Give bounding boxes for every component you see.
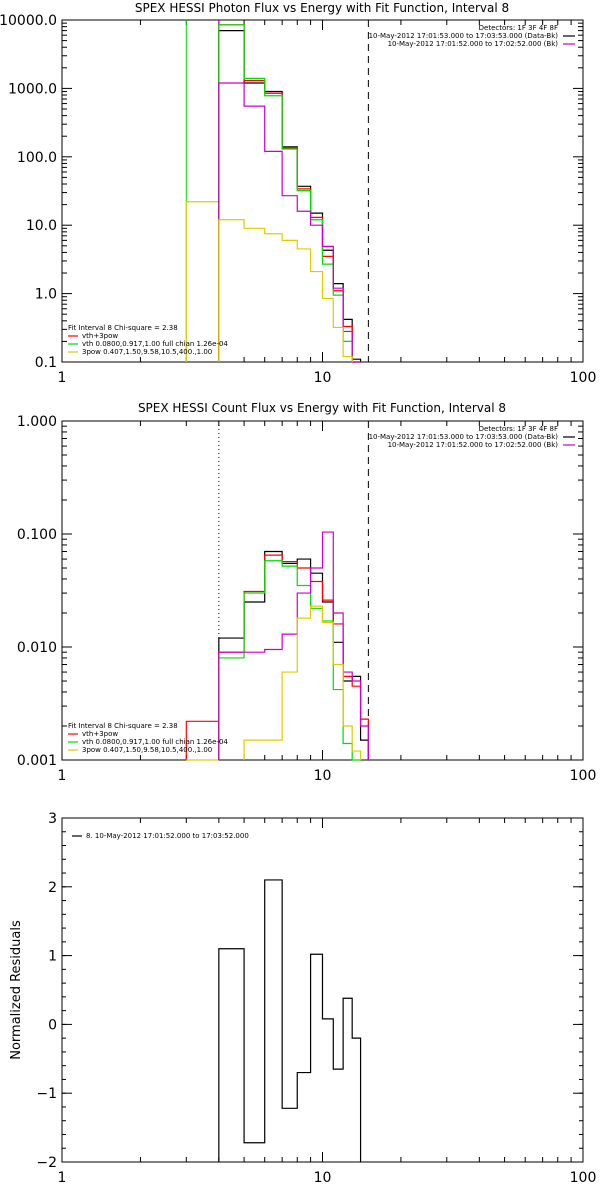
residuals-ylabel: Normalized Residuals [9,920,24,1060]
residuals-panel: Normalized Residuals 1 10 100 −2 −1 0 1 2 3 8. 10… [9,811,596,1186]
series-step-line [218,29,362,362]
x-tick-label: 1 [58,768,67,784]
y-tick-label: 1.0 [35,287,57,303]
x-tick-label: 100 [570,370,597,386]
legend-text: vth 0.0800,0.917,1.00 full chian 1.26e-0… [82,738,228,746]
legend-text: 3pow 0.407,1.50,9.58,10.5,400.,1.00 [82,746,212,754]
legend-text: vth+3pow [82,332,118,340]
series-step-line [218,554,369,760]
legend-text: 10-May-2012 17:01:52.000 to 17:02:52.000… [388,40,559,48]
y-tick-label: 1 [48,949,57,965]
legend-text: vth+3pow [82,730,118,738]
y-tick-label: 0.1 [35,355,57,371]
series-step-line [218,24,361,363]
series-step-segment [185,201,220,362]
x-tick-label: 1 [58,1170,67,1186]
y-tick-label: 0 [48,1017,57,1033]
legend-text: 3pow 0.407,1.50,9.58,10.5,400.,1.00 [82,348,212,356]
y-tick-label: 2 [48,880,57,896]
x-tick-label: 10 [314,768,332,784]
legend-text: Fit Interval 8 Chi-square = 2.38 [68,722,178,730]
photon-flux-panel: SPEX HESSI Photon Flux vs Energy with Fi… [0,1,596,386]
y-tick-label: 1000.0 [8,81,57,97]
legend-text: Fit Interval 8 Chi-square = 2.38 [68,324,178,332]
legend-text: 8. 10-May-2012 17:01:52.000 to 17:03:52.… [86,832,249,840]
series-step-line [218,24,361,363]
x-tick-label: 100 [570,1170,597,1186]
y-tick-label: 0.010 [17,640,57,656]
y-tick-label: 10.0 [26,218,57,234]
series-step-line [218,879,362,1162]
series-step-line [218,560,361,761]
x-tick-label: 1 [58,370,67,386]
series-step-line [218,531,369,760]
y-tick-label: −1 [36,1086,57,1102]
legend-text: vth 0.0800,0.917,1.00 full chian 1.26e-0… [82,340,228,348]
x-tick-label: 10 [314,370,332,386]
series-step-line [243,605,362,760]
x-tick-label: 100 [570,768,597,784]
plot-frame [61,19,584,363]
legend-text: Detectors: 1F 3F 4F 8F [479,425,558,433]
series-step-line [218,550,369,760]
y-tick-label: 100.0 [17,150,57,166]
legend-text: 10-May-2012 17:01:52.000 to 17:02:52.000… [388,441,559,449]
photon-chart-title: SPEX HESSI Photon Flux vs Energy with Fi… [135,1,509,15]
series-step-line [218,82,361,363]
y-tick-label: 0.100 [17,527,57,543]
y-tick-label: 3 [48,811,57,827]
legend-text: 10-May-2012 17:01:53.000 to 17:03:53.000… [369,32,559,40]
legend-text: 10-May-2012 17:01:53.000 to 17:03:53.000… [369,433,559,441]
x-tick-label: 10 [314,1170,332,1186]
legend-text: Detectors: 1F 3F 4F 8F [479,24,558,32]
y-tick-label: 10000.0 [0,13,57,29]
y-tick-label: 1.000 [17,414,57,430]
y-tick-label: −2 [36,1155,57,1171]
count-chart-title: SPEX HESSI Count Flux vs Energy with Fit… [138,401,506,415]
count-flux-panel: SPEX HESSI Count Flux vs Energy with Fit… [17,401,596,784]
y-tick-label: 0.001 [17,753,57,769]
series-step-line [218,219,353,362]
